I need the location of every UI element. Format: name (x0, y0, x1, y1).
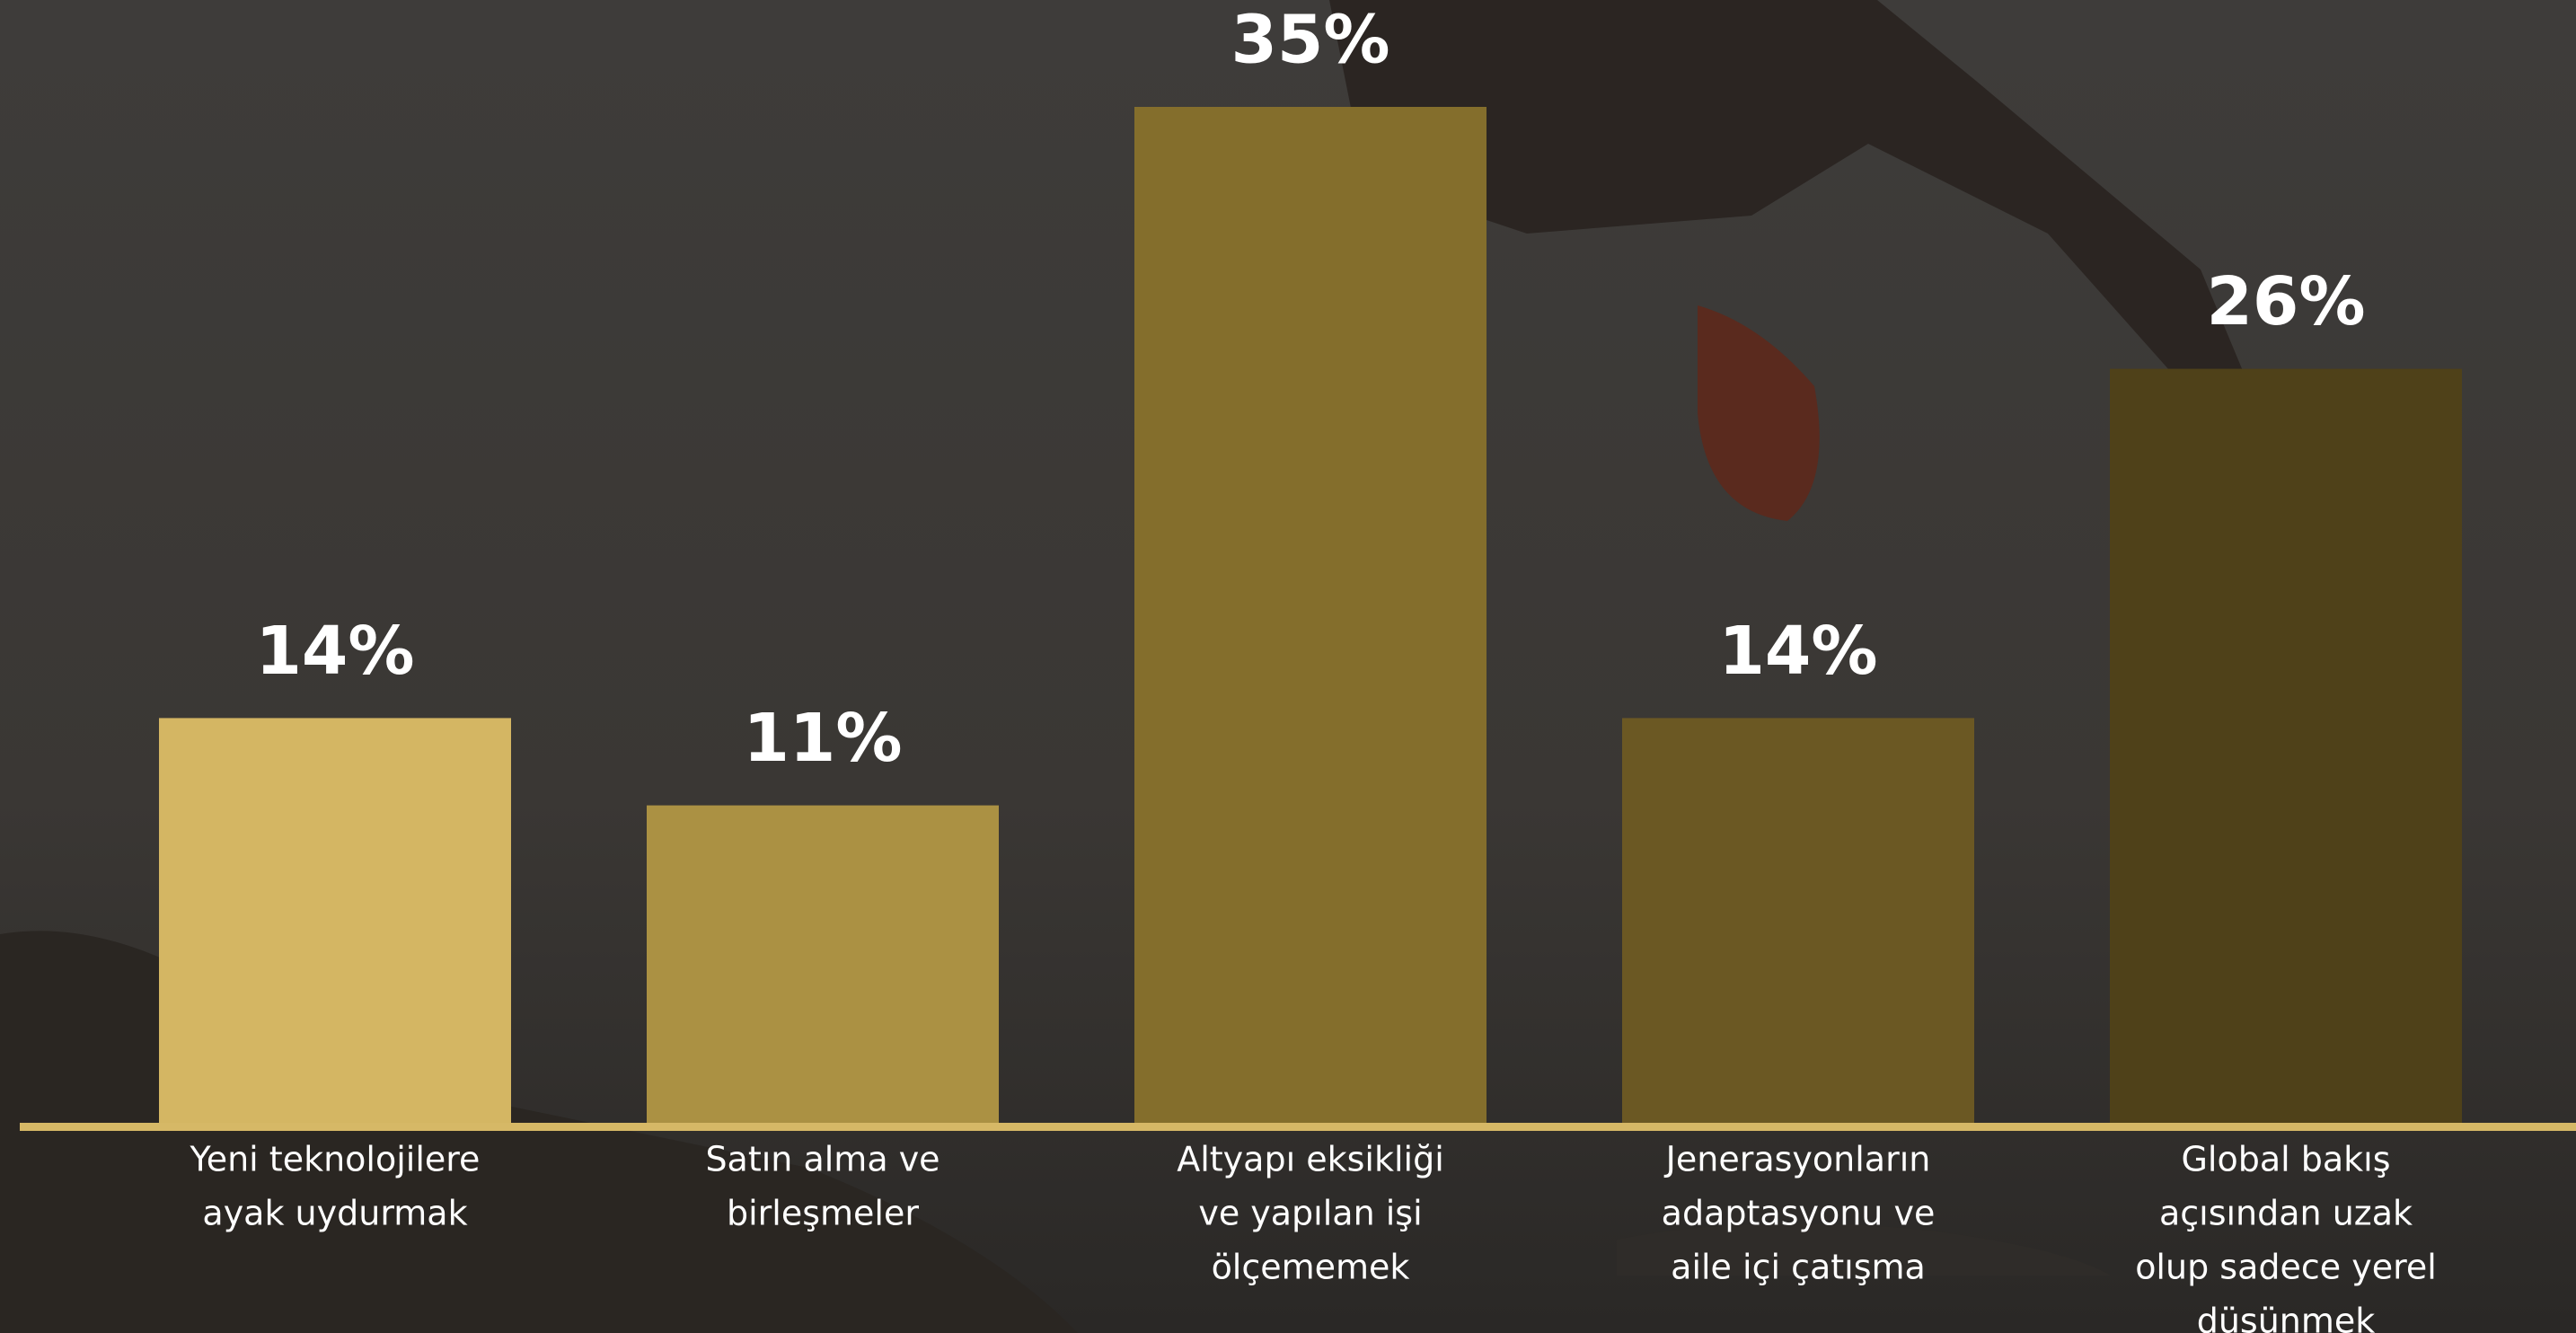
climber (1329, 0, 2245, 395)
value-label: 11% (743, 700, 902, 777)
bar (2110, 368, 2462, 1126)
bar (1134, 107, 1486, 1126)
bar (1622, 718, 1974, 1126)
value-label: 14% (1718, 613, 1877, 690)
x-tick-label: ayak uydurmak (202, 1194, 467, 1233)
value-label: 35% (1231, 2, 1389, 79)
chalk-bag (1698, 305, 1820, 521)
bar (647, 805, 999, 1126)
x-tick-label: Global bakış (2181, 1140, 2390, 1179)
x-tick-label: Jenerasyonların (1664, 1140, 1931, 1179)
x-tick-label: Yeni teknolojilere (190, 1140, 481, 1179)
x-tick-label: aile içi çatışma (1671, 1248, 1926, 1287)
x-tick-label: ölçememek (1212, 1248, 1410, 1287)
value-label: 14% (255, 613, 414, 690)
x-tick-label: Altyapı eksikliği (1177, 1140, 1444, 1179)
x-tick-label: düşünmek (2197, 1302, 2376, 1333)
x-tick-label: ve yapılan işi (1198, 1194, 1422, 1233)
x-axis-line (20, 1123, 2576, 1131)
x-tick-label: adaptasyonu ve (1662, 1194, 1936, 1233)
bar (159, 718, 511, 1126)
x-tick-label: açısından uzak (2159, 1194, 2413, 1233)
x-tick-label: Satın alma ve (705, 1140, 940, 1179)
value-label: 26% (2206, 263, 2365, 340)
island (1617, 1223, 2111, 1276)
x-tick-label: birleşmeler (727, 1194, 919, 1233)
x-tick-label: olup sadece yerel (2135, 1248, 2437, 1287)
